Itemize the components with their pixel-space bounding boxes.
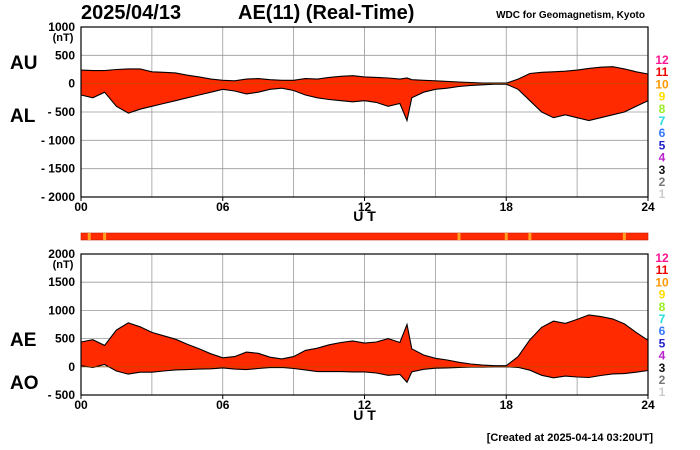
legend-count-6: 6 [659,126,666,140]
legend-count-8: 8 [659,300,666,314]
y-tick-label: - 1000 [41,133,75,147]
chart-title: AE(11) (Real-Time) [238,2,415,24]
y-tick-label: 0 [68,360,75,374]
legend-count-1: 1 [659,187,666,201]
series-line-al [80,83,649,123]
legend-count-11: 11 [656,263,669,277]
created-timestamp: [Created at 2025-04-14 03:20UT] [486,432,653,444]
legend-count-10: 10 [655,275,669,289]
x-tick-label: 00 [74,398,88,412]
series-label-ae: AE [10,330,36,351]
series-fill-area [81,314,648,383]
y-tick-label: 1500 [48,275,75,289]
legend-count-4: 4 [659,349,666,363]
legend-count-7: 7 [659,114,666,128]
legend-count-2: 2 [659,373,666,387]
series-fill-area [81,66,648,121]
y-unit-label: (nT) [53,259,74,271]
legend-count-3: 3 [659,163,666,177]
y-tick-label: 1000 [48,303,75,317]
x-tick-label: 24 [641,200,655,214]
x-tick-label: 06 [216,398,230,412]
organization-label: WDC for Geomagnetism, Kyoto [496,10,645,21]
y-tick-label: 1000 [48,20,75,34]
legend-count-5: 5 [659,336,666,350]
x-tick-label: 12 [358,398,372,412]
panel-1 [80,26,649,201]
station-bar-marker [457,233,461,240]
x-tick-label: 24 [641,398,655,412]
legend-count-8: 8 [659,102,666,116]
station-bar-marker [87,233,91,240]
series-label-ao: AO [10,373,39,394]
legend-count-3: 3 [659,361,666,375]
legend-count-10: 10 [655,77,669,91]
legend-count-12: 12 [655,251,669,265]
x-tick-label: 18 [500,398,514,412]
x-tick-label: 06 [216,200,230,214]
legend-count-6: 6 [659,324,666,338]
legend-count-9: 9 [659,90,666,104]
legend-count-9: 9 [659,288,666,302]
legend-count-4: 4 [659,151,666,165]
y-tick-label: - 2000 [41,190,75,204]
y-tick-label: - 1500 [41,162,75,176]
legend-count-11: 11 [656,65,669,79]
y-tick-label: 500 [55,48,75,62]
x-tick-label: 00 [74,200,88,214]
station-bar-marker [528,233,532,240]
station-bar-marker [504,233,508,240]
series-label-au: AU [10,53,37,74]
y-tick-label: - 500 [48,105,76,119]
station-bar-marker [622,233,626,240]
legend-count-1: 1 [659,385,666,399]
y-tick-label: 0 [68,77,75,91]
y-unit-label: (nT) [53,32,74,44]
x-axis-label: U T [353,208,376,224]
legend-count-2: 2 [659,175,666,189]
x-axis-label: U T [353,407,376,423]
station-bar-fill [80,232,649,241]
series-line-ao [80,363,649,384]
legend-count-12: 12 [655,53,669,67]
series-line-au [80,66,649,84]
chart-date: 2025/04/13 [81,2,182,24]
legend-count-5: 5 [659,138,666,152]
legend-count-7: 7 [659,312,666,326]
y-tick-label: - 500 [48,388,76,402]
x-tick-label: 12 [358,200,372,214]
series-line-ae [80,314,649,367]
station-bar-marker [103,233,107,240]
station-count-bar [80,232,649,241]
series-label-al: AL [10,106,36,127]
y-tick-label: 2000 [48,247,75,261]
y-tick-label: 500 [55,332,75,346]
x-tick-label: 18 [500,200,514,214]
panel-2 [80,253,649,399]
